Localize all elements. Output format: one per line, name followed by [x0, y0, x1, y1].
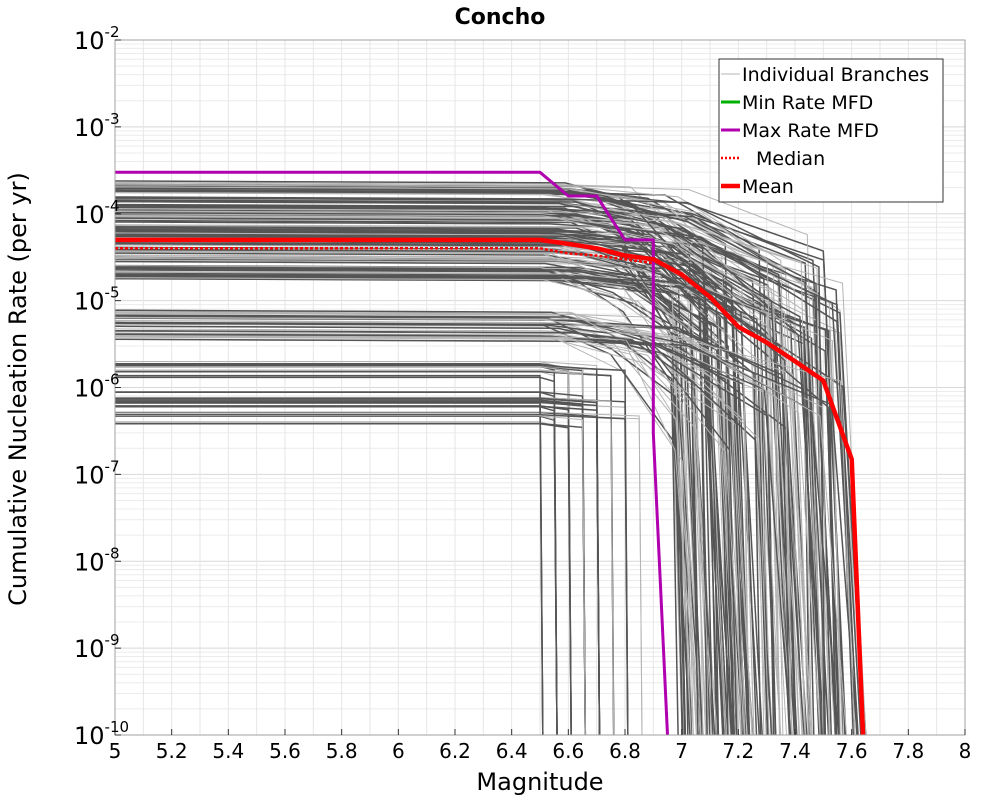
x-tick-label: 5: [109, 739, 122, 763]
x-axis-ticks: 5 5.2 5.4 5.6 5.8 6 6.2 6.4 6.6 6.8 7 7.2 7.4 7.6 7.8 8: [109, 729, 972, 763]
branch-line: [114, 186, 843, 736]
branch-line: [114, 219, 727, 736]
branch-line: [114, 187, 733, 736]
branch-line: [114, 232, 780, 736]
legend-label: Max Rate MFD: [742, 120, 879, 142]
x-tick-label: 6.4: [496, 739, 528, 763]
branch-line: [114, 183, 823, 736]
branch-line: [115, 415, 586, 736]
x-tick-label: 7: [675, 739, 688, 763]
x-tick-label: 6.8: [609, 739, 641, 763]
branch-line: [115, 396, 615, 736]
branch-line: [114, 333, 858, 736]
y-tick-label: 10-4: [74, 197, 120, 229]
chart-title: Concho: [455, 5, 546, 30]
y-tick-label: 10-9: [74, 631, 120, 663]
branch-line: [114, 328, 772, 736]
x-tick-label: 6.2: [439, 739, 471, 763]
branch-line: [114, 266, 704, 736]
branch-line: [115, 397, 601, 736]
x-tick-label: 7.6: [836, 739, 868, 763]
branch-line: [114, 277, 762, 736]
branch-line: [114, 325, 775, 736]
x-tick-label: 5.8: [326, 739, 358, 763]
branch-line: [114, 329, 699, 736]
branch-line: [114, 242, 769, 736]
y-axis-label: Cumulative Nucleation Rate (per yr): [4, 172, 32, 606]
branch-line: [114, 265, 753, 736]
branch-line: [114, 200, 796, 736]
branch-line: [114, 267, 841, 736]
series-median: [115, 247, 654, 265]
x-axis-label: Magnitude: [476, 768, 603, 796]
branch-line: [114, 246, 751, 736]
x-tick-label: 8: [959, 739, 972, 763]
legend-label: Mean: [742, 176, 794, 198]
x-tick-label: 5.4: [212, 739, 244, 763]
y-tick-label: 10-7: [74, 457, 120, 489]
branch-line: [115, 406, 558, 736]
y-axis-ticks: 10-2 10-3 10-4 10-5 10-6 10-7 10-8 10-9 10-10: [74, 23, 129, 750]
legend-label: Min Rate MFD: [742, 92, 873, 114]
legend: Individual Branches Min Rate MFD Max Rate …: [718, 58, 944, 203]
branch-line: [114, 316, 821, 736]
legend-box: [718, 58, 944, 203]
branch-line: [114, 217, 862, 736]
x-tick-label: 7.4: [779, 739, 811, 763]
branch-line: [115, 411, 643, 736]
x-tick-label: 7.8: [892, 739, 924, 763]
series-mean: [115, 237, 866, 736]
series-max-rate-mfd: [115, 170, 669, 736]
individual-branches: [114, 180, 867, 736]
branch-line: [114, 309, 763, 736]
branch-line: [114, 312, 755, 736]
y-tick-label: 10-10: [74, 718, 129, 750]
y-tick-label: 10-6: [74, 371, 120, 403]
branch-line: [114, 206, 846, 736]
y-tick-label: 10-3: [74, 110, 120, 142]
branch-line: [115, 402, 544, 736]
x-tick-label: 7.2: [722, 739, 754, 763]
legend-label: Median: [756, 148, 825, 170]
y-tick-label: 10-5: [74, 284, 120, 316]
branch-line: [114, 315, 683, 736]
y-tick-label: 10-2: [74, 23, 120, 55]
y-tick-label: 10-8: [74, 544, 120, 576]
summary-series: [115, 170, 866, 736]
branch-line: [114, 338, 738, 736]
legend-label: Individual Branches: [742, 64, 929, 86]
branch-line: [114, 181, 731, 736]
branch-line: [114, 320, 770, 736]
x-tick-label: 6.6: [552, 739, 584, 763]
x-tick-label: 5.2: [156, 739, 188, 763]
x-tick-label: 6: [392, 739, 405, 763]
branch-line: [114, 335, 745, 736]
branch-line: [114, 224, 793, 736]
x-tick-label: 5.6: [269, 739, 301, 763]
branch-line: [114, 277, 702, 736]
branch-line: [114, 259, 781, 736]
branch-line: [114, 226, 743, 736]
